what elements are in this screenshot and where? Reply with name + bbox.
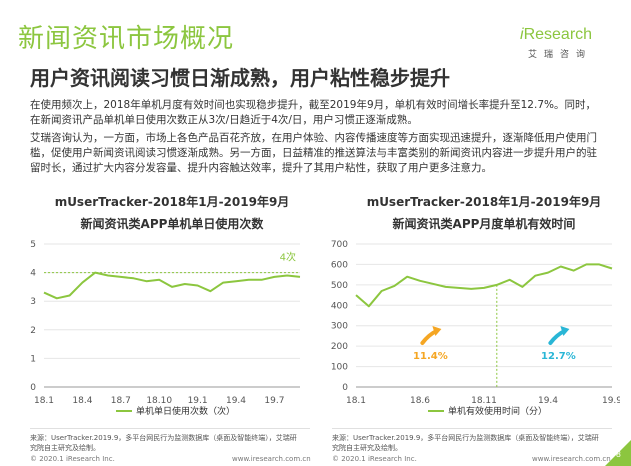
chart-monthly-time: mUserTracker-2018年1月-2019年9月 新闻资讯类APP月度单机… [320,192,620,432]
x-tick-label: 18.4 [72,396,92,406]
x-tick-label: 18.11 [471,396,497,406]
logo-wordmark: iResearch [520,26,593,43]
arrow-head-icon [432,326,442,336]
corner-decoration [605,440,631,466]
iresearch-logo: iResearch 艾瑞咨询 [520,26,610,66]
y-tick-label: 5 [30,240,36,250]
y-tick-label: 400 [331,301,348,311]
y-tick-label: 4 [30,269,36,279]
y-tick-label: 0 [30,383,36,393]
x-tick-label: 18.10 [146,396,172,406]
copyright: © 2020.1 iResearch Inc. [30,455,115,463]
y-tick-label: 600 [331,260,348,270]
y-tick-label: 100 [331,363,348,373]
x-tick-label: 19.1 [188,396,208,406]
growth-arrow-icon [548,329,567,345]
source-note: 来源：UserTracker.2019.9，多平台网民行为监测数据库（桌面及智能… [332,434,599,452]
reference-label: 4次 [280,251,296,264]
logo-subtitle: 艾瑞咨询 [528,50,593,60]
page-number: 8 [615,450,621,459]
paragraph: 在使用频次上，2018年单机月度有效时间也实现稳步提升，截至2019年9月，单机… [30,99,596,126]
x-tick-label: 19.4 [538,396,558,406]
x-tick-label: 19.4 [226,396,246,406]
headline: 用户资讯阅读习惯日渐成熟，用户粘性稳步提升 [30,66,450,90]
source-note: 来源：UserTracker.2019.9，多平台网民行为监测数据库（桌面及智能… [30,434,297,452]
chart-daily-usage: mUserTracker-2018年1月-2019年9月 新闻资讯类APP单机单日… [8,192,308,432]
x-tick-label: 19.7 [264,396,284,406]
x-tick-label: 18.7 [111,396,131,406]
chart-subtitle: 新闻资讯类APP单机单日使用次数 [81,216,265,231]
arrow-head-icon [560,326,570,336]
chart-subtitle: 新闻资讯类APP月度单机有效时间 [393,216,576,231]
divider [332,428,612,429]
y-tick-label: 0 [342,383,348,393]
x-tick-label: 19.9 [602,396,620,406]
divider [30,428,310,429]
chart-monthly-time-svg: mUserTracker-2018年1月-2019年9月新闻资讯类APP月度单机… [331,194,620,417]
growth-label: 11.4% [413,351,448,362]
x-tick-label: 18.6 [410,396,430,406]
growth-arrow-icon [420,329,439,345]
paragraph: 艾瑞咨询认为，一方面，市场上各色产品百花齐放，在用户体验、内容传播速度等方面实现… [30,132,597,174]
y-tick-label: 200 [331,342,348,352]
section-title: 新闻资讯市场概况 [18,24,235,54]
series-line [355,263,613,308]
chart-title: mUserTracker-2018年1月-2019年9月 [55,194,290,209]
y-tick-label: 300 [331,322,348,332]
x-tick-label: 18.1 [34,396,54,406]
y-tick-label: 1 [30,354,36,364]
growth-label: 12.7% [541,351,576,362]
series-line [43,271,301,300]
website-url[interactable]: www.iresearch.com.cn [532,455,611,463]
y-tick-label: 500 [331,281,348,291]
website-url[interactable]: www.iresearch.com.cn [232,455,311,463]
chart-title: mUserTracker-2018年1月-2019年9月 [367,194,602,209]
legend-label: 单机有效使用时间（分） [448,405,547,417]
y-tick-label: 2 [30,326,36,336]
y-tick-label: 700 [331,240,348,250]
copyright: © 2020.1 iResearch Inc. [332,455,417,463]
chart-daily-usage-svg: mUserTracker-2018年1月-2019年9月新闻资讯类APP单机单日… [30,194,301,417]
legend-label: 单机单日使用次数（次） [136,405,235,417]
x-tick-label: 18.1 [346,396,366,406]
y-tick-label: 3 [30,297,36,307]
